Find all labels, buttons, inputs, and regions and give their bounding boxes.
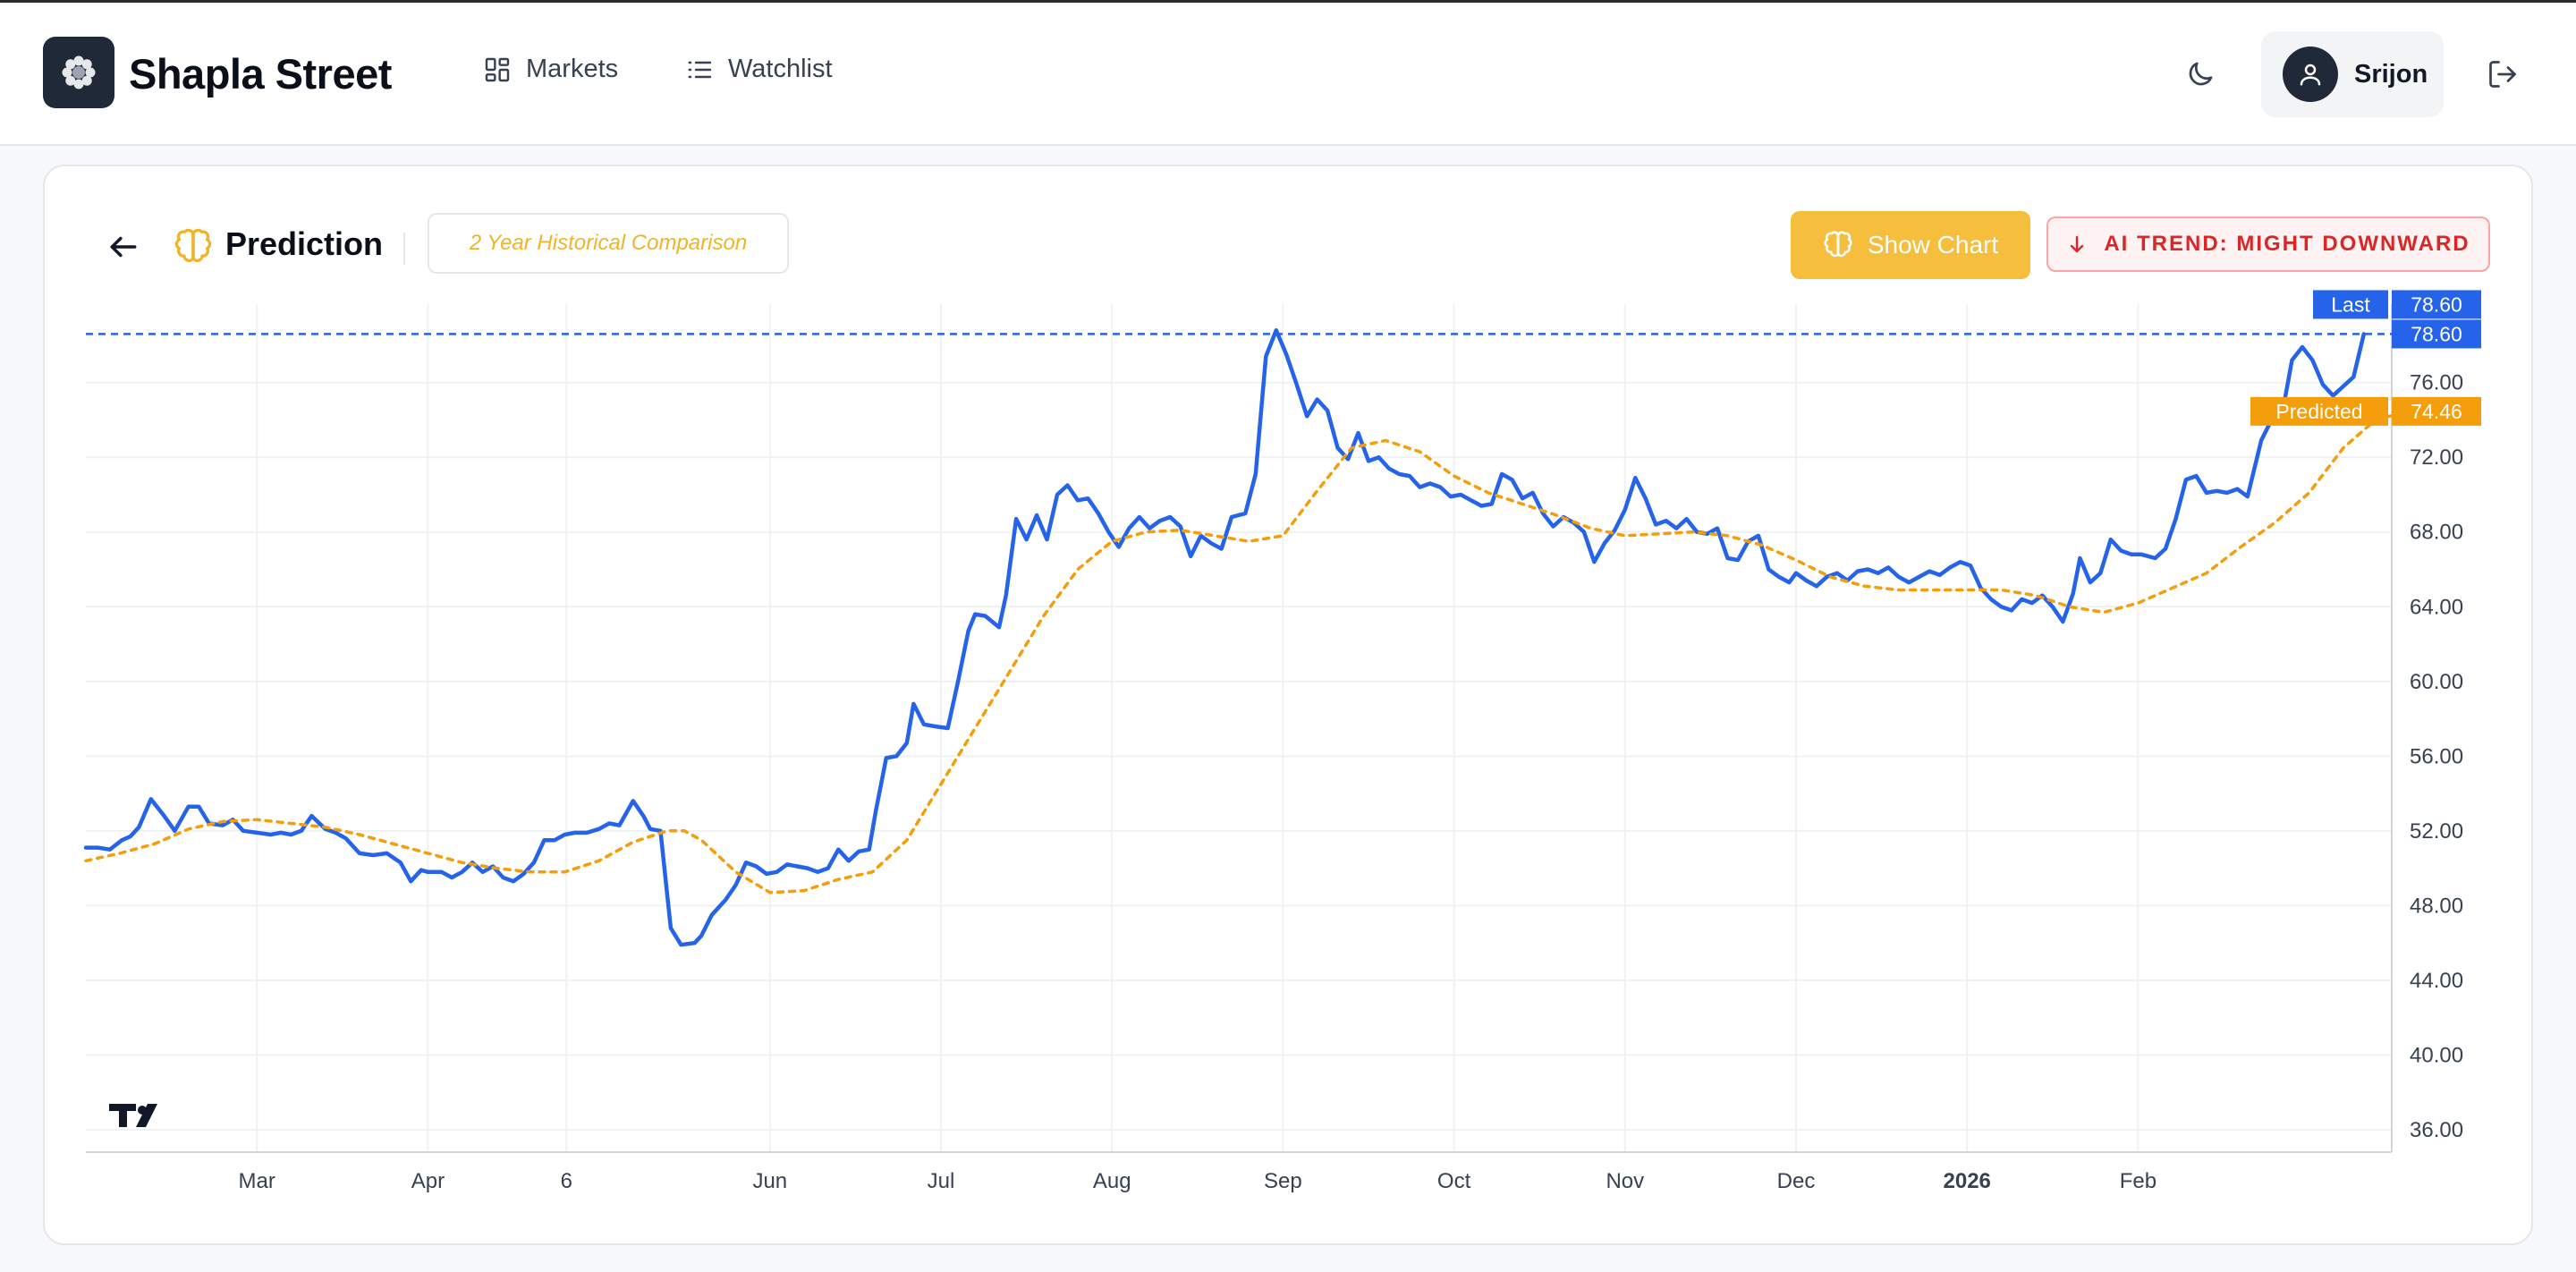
user-name: Srijon: [2354, 59, 2428, 89]
y-tick-label: 40.00: [2410, 1043, 2463, 1067]
predicted-price-tag-value: 74.46: [2411, 400, 2462, 423]
show-chart-label: Show Chart: [1867, 231, 1999, 259]
x-tick-label: Jul: [928, 1169, 955, 1193]
x-tick-label: Mar: [239, 1169, 275, 1193]
y-tick-label: 48.00: [2410, 894, 2463, 918]
list-icon: [688, 61, 712, 78]
title-divider: [403, 233, 405, 265]
flower-logo-icon: [62, 55, 96, 89]
last-price-tag-label: Last: [2331, 293, 2370, 316]
x-tick-label: Sep: [1264, 1169, 1302, 1193]
actual-series-line: [83, 327, 2367, 947]
chart-price-tags: Last 78.60 78.60 Predicted 74.46: [2250, 290, 2481, 426]
predicted-price-tag: Predicted 74.46: [2250, 396, 2481, 426]
y-tick-label: 68.00: [2410, 521, 2463, 545]
moon-icon: [2189, 62, 2213, 86]
last-price-tag-value-bg: [2392, 290, 2481, 319]
x-tick-label: Feb: [2120, 1169, 2157, 1193]
brain-icon: [174, 228, 212, 262]
brand-name[interactable]: Shapla Street: [129, 50, 392, 98]
avatar: [2283, 47, 2338, 102]
last-price-axis-tag-value-bg: [2392, 319, 2481, 349]
window-top-border: [0, 0, 2576, 3]
nav-watchlist-label: Watchlist: [728, 55, 833, 83]
y-tick-label: 60.00: [2410, 670, 2463, 694]
ai-trend-label: AI TREND: MIGHT DOWNWARD: [2104, 232, 2470, 256]
back-button[interactable]: [102, 225, 145, 268]
predicted-price-tag-value-bg: [2392, 396, 2481, 426]
user-icon: [2300, 64, 2321, 86]
x-tick-label: 2026: [1944, 1169, 1991, 1193]
predicted-price-tag-label-bg: [2250, 396, 2388, 426]
y-tick-label: 44.00: [2410, 969, 2463, 993]
x-tick-label: Oct: [1437, 1169, 1471, 1193]
x-tick-label: Aug: [1093, 1169, 1131, 1193]
chart-grid: [86, 304, 2392, 1152]
x-tick-label: Dec: [1777, 1169, 1816, 1193]
chart-series: [83, 327, 2448, 947]
brain-icon: [1824, 231, 1852, 258]
x-tick-label: Jun: [752, 1169, 787, 1193]
show-chart-button[interactable]: Show Chart: [1791, 211, 2030, 279]
ai-trend-badge: AI TREND: MIGHT DOWNWARD: [2046, 216, 2490, 272]
app-logo[interactable]: [43, 37, 114, 108]
y-tick-label: 52.00: [2410, 819, 2463, 844]
nav-watchlist[interactable]: Watchlist: [685, 55, 833, 84]
historical-comparison-chip[interactable]: 2 Year Historical Comparison: [428, 213, 789, 274]
theme-toggle-button[interactable]: [2179, 53, 2222, 96]
last-price-tag-label-bg: [2313, 290, 2388, 319]
last-price-tag: Last 78.60: [2313, 290, 2481, 319]
x-tick-label: Nov: [1606, 1169, 1644, 1193]
y-tick-label: 72.00: [2410, 445, 2463, 470]
arrow-down-icon: [2071, 235, 2084, 253]
user-menu-button[interactable]: Srijon: [2261, 31, 2444, 117]
tradingview-logo-icon: [109, 1104, 157, 1127]
logout-button[interactable]: [2483, 55, 2522, 94]
nav-markets[interactable]: Markets: [483, 55, 618, 84]
y-tick-label: 76.00: [2410, 371, 2463, 395]
logout-icon: [2489, 61, 2516, 88]
last-price-axis-tag-value: 78.60: [2411, 322, 2462, 345]
top-navbar: Shapla Street Markets Watchlist Srijon: [0, 3, 2576, 146]
y-tick-label: 56.00: [2410, 744, 2463, 768]
y-tick-label: 64.00: [2410, 595, 2463, 619]
predicted-series-line: [84, 410, 2448, 895]
predicted-price-tag-label: Predicted: [2275, 400, 2362, 423]
x-tick-label: Apr: [411, 1169, 445, 1193]
y-tick-label: 36.00: [2410, 1118, 2463, 1142]
last-price-tag-value: 78.60: [2411, 293, 2462, 316]
x-tick-label: 6: [561, 1169, 572, 1193]
grid-icon: [485, 57, 510, 81]
chart-axes: 76.00 72.00 68.00 64.00 60.00 56.00 52.00 48.00…: [86, 304, 2463, 1193]
nav-markets-label: Markets: [526, 55, 619, 83]
prediction-card: Prediction 2 Year Historical Comparison …: [43, 165, 2533, 1245]
arrow-left-icon: [110, 236, 137, 258]
page-title: Prediction: [225, 225, 384, 262]
last-price-axis-tag: 78.60: [2392, 319, 2481, 349]
